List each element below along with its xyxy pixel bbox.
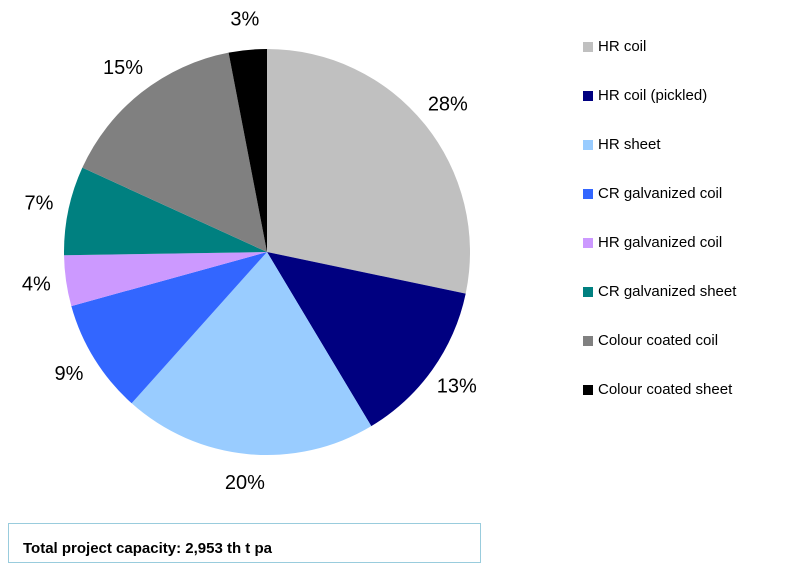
note-box: Total project capacity: 2,953 th t pa: [8, 523, 481, 563]
pie-slice: [63, 167, 267, 256]
pie-slice: [267, 49, 470, 294]
pie-slice: [267, 252, 466, 427]
legend-label: CR galvanized coil: [598, 185, 722, 202]
pie-slice: [228, 49, 267, 252]
page: 28% 13% 20% 9% 4% 7% 15% 3% HR coil HR coil (pick…: [8, 8, 738, 563]
legend-swatch: [583, 189, 593, 199]
legend-label: HR coil (pickled): [598, 87, 707, 104]
legend-swatch: [583, 336, 593, 346]
slice-label: 3%: [230, 8, 259, 30]
legend-swatch: [583, 42, 593, 52]
legend-swatch: [583, 238, 593, 248]
legend-label: HR galvanized coil: [598, 234, 722, 251]
slice-label: 15%: [103, 57, 143, 79]
slice-label: 20%: [225, 472, 265, 494]
legend-label: Colour coated coil: [598, 332, 718, 349]
legend-swatch: [583, 140, 593, 150]
legend-swatch: [583, 91, 593, 101]
slice-label: 28%: [428, 93, 468, 115]
pie-slice: [71, 252, 267, 404]
legend-label: HR sheet: [598, 136, 661, 153]
slice-label: 13%: [437, 375, 477, 397]
chart: 28% 13% 20% 9% 4% 7% 15% 3% HR coil HR coil (pick…: [22, 8, 737, 494]
legend-swatch: [583, 385, 593, 395]
legend-label: Colour coated sheet: [598, 381, 733, 398]
pie-slice: [82, 52, 268, 253]
legend-swatch: [583, 287, 593, 297]
legend-label: CR galvanized sheet: [598, 283, 737, 300]
slice-label: 9%: [55, 363, 84, 385]
pie-slice: [131, 252, 372, 455]
slice-label: 7%: [24, 193, 53, 215]
pie-slice: [64, 252, 268, 307]
legend-label: HR coil: [598, 38, 646, 55]
slice-label: 4%: [22, 273, 51, 295]
